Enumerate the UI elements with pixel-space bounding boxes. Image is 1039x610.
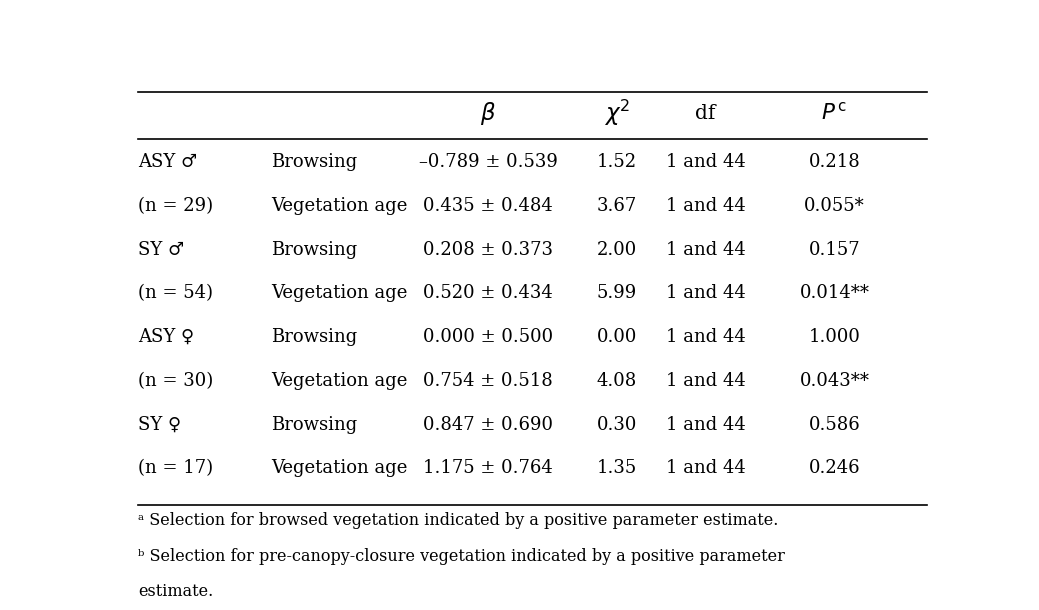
Text: 0.014**: 0.014** [799,284,870,303]
Text: Browsing: Browsing [271,415,357,434]
Text: Vegetation age: Vegetation age [271,284,407,303]
Text: 1.35: 1.35 [597,459,637,477]
Text: 1 and 44: 1 and 44 [666,328,746,346]
Text: 0.157: 0.157 [808,241,860,259]
Text: ᵃ Selection for browsed vegetation indicated by a positive parameter estimate.: ᵃ Selection for browsed vegetation indic… [138,512,778,529]
Text: 0.000 ± 0.500: 0.000 ± 0.500 [423,328,553,346]
Text: 1 and 44: 1 and 44 [666,197,746,215]
Text: 1 and 44: 1 and 44 [666,284,746,303]
Text: $\chi^2$: $\chi^2$ [604,98,630,128]
Text: 1.000: 1.000 [808,328,860,346]
Text: Vegetation age: Vegetation age [271,372,407,390]
Text: 0.055*: 0.055* [804,197,864,215]
Text: 5.99: 5.99 [597,284,637,303]
Text: 0.043**: 0.043** [799,372,870,390]
Text: 0.586: 0.586 [808,415,860,434]
Text: 0.208 ± 0.373: 0.208 ± 0.373 [423,241,553,259]
Text: 1 and 44: 1 and 44 [666,372,746,390]
Text: Browsing: Browsing [271,328,357,346]
Text: –0.789 ± 0.539: –0.789 ± 0.539 [419,154,558,171]
Text: Browsing: Browsing [271,154,357,171]
Text: 1.52: 1.52 [597,154,637,171]
Text: 0.520 ± 0.434: 0.520 ± 0.434 [423,284,553,303]
Text: Vegetation age: Vegetation age [271,197,407,215]
Text: ASY ♀: ASY ♀ [138,328,194,346]
Text: Vegetation age: Vegetation age [271,459,407,477]
Text: 1 and 44: 1 and 44 [666,415,746,434]
Text: $\beta$: $\beta$ [480,99,497,127]
Text: 4.08: 4.08 [597,372,637,390]
Text: SY ♀: SY ♀ [138,415,181,434]
Text: 0.00: 0.00 [596,328,637,346]
Text: (n = 54): (n = 54) [138,284,213,303]
Text: 1 and 44: 1 and 44 [666,459,746,477]
Text: 0.246: 0.246 [808,459,860,477]
Text: 1.175 ± 0.764: 1.175 ± 0.764 [423,459,553,477]
Text: estimate.: estimate. [138,583,213,600]
Text: 2.00: 2.00 [597,241,637,259]
Text: ᵇ Selection for pre-canopy-closure vegetation indicated by a positive parameter: ᵇ Selection for pre-canopy-closure veget… [138,548,784,565]
Text: (n = 30): (n = 30) [138,372,213,390]
Text: df: df [695,104,716,123]
Text: $P\,^{\rm c}$: $P\,^{\rm c}$ [822,102,848,124]
Text: ASY ♂: ASY ♂ [138,154,197,171]
Text: 1 and 44: 1 and 44 [666,154,746,171]
Text: 1 and 44: 1 and 44 [666,241,746,259]
Text: 0.435 ± 0.484: 0.435 ± 0.484 [423,197,553,215]
Text: 0.754 ± 0.518: 0.754 ± 0.518 [423,372,553,390]
Text: (n = 17): (n = 17) [138,459,213,477]
Text: SY ♂: SY ♂ [138,241,184,259]
Text: 0.847 ± 0.690: 0.847 ± 0.690 [423,415,553,434]
Text: Browsing: Browsing [271,241,357,259]
Text: 0.218: 0.218 [808,154,860,171]
Text: (n = 29): (n = 29) [138,197,213,215]
Text: 3.67: 3.67 [597,197,637,215]
Text: 0.30: 0.30 [596,415,637,434]
